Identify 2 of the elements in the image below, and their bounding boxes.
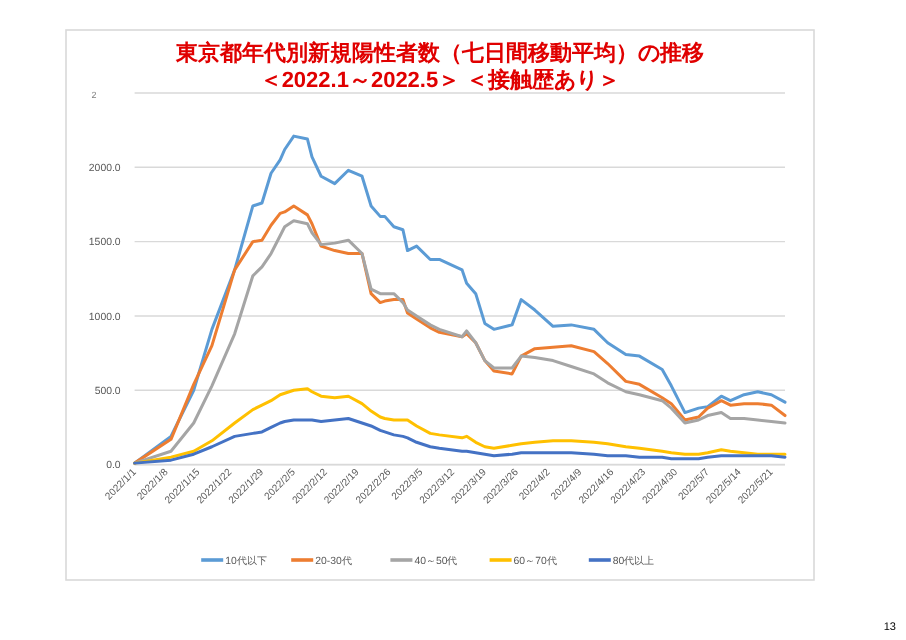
chart-subtitle: ＜2022.1～2022.5＞ ＜接触歴あり＞ [259, 67, 621, 93]
chart-title: 東京都年代別新規陽性者数（七日間移動平均）の推移 [174, 40, 704, 66]
